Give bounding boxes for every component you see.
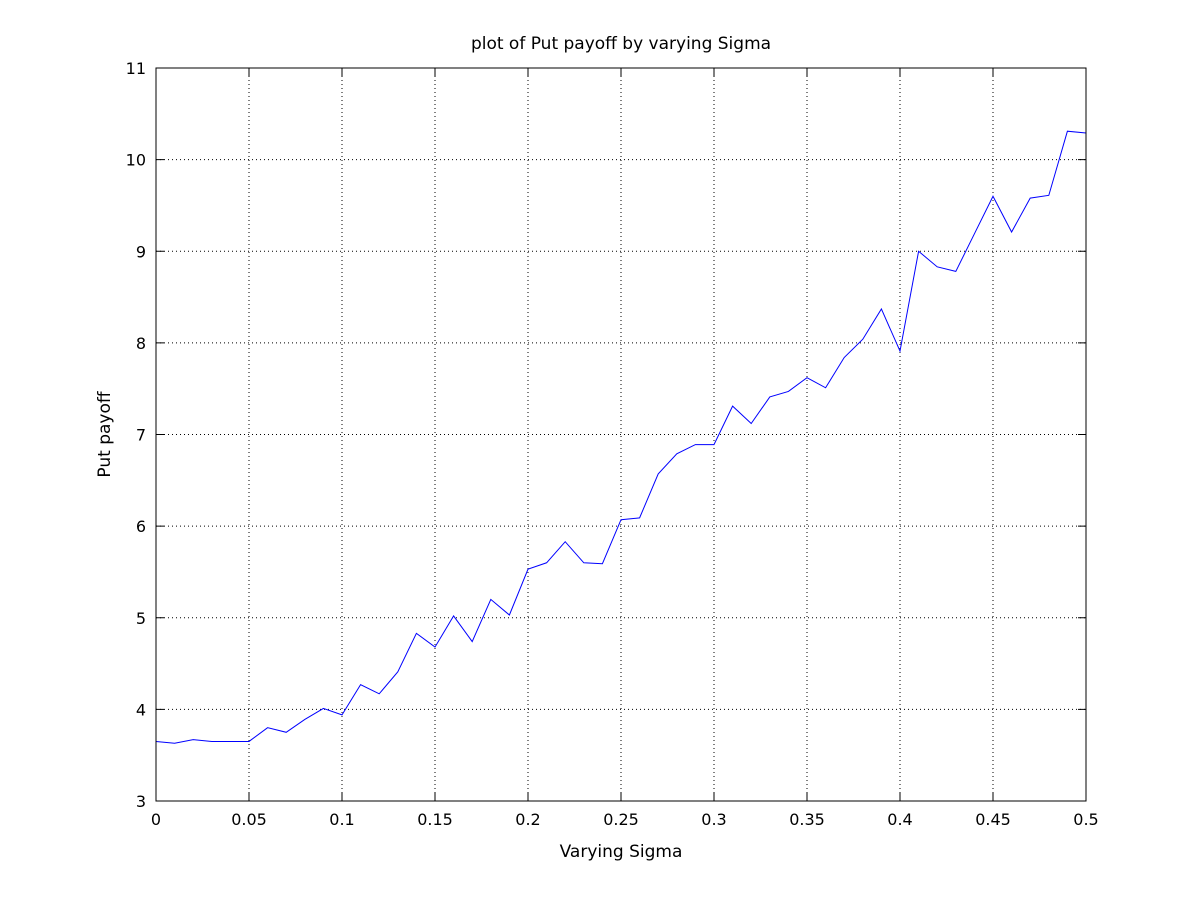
y-tick-label: 6 [136, 517, 146, 536]
x-tick-label: 0.5 [1073, 810, 1098, 829]
x-tick-label: 0.15 [417, 810, 453, 829]
y-axis-title: Put payoff [95, 390, 115, 477]
grid [156, 68, 1086, 801]
x-tick-label: 0.35 [789, 810, 825, 829]
x-tick-label: 0 [151, 810, 161, 829]
tick-labels: 0 0.05 0.1 0.15 0.2 0.25 0.3 0.35 0.4 0.45 0.5 3 4 5 6… [126, 59, 1099, 829]
y-tick-label: 11 [126, 59, 146, 78]
x-tick-label: 0.45 [975, 810, 1011, 829]
x-tick-label: 0.2 [515, 810, 540, 829]
chart-title: plot of Put payoff by varying Sigma [471, 34, 771, 54]
x-axis-title: Varying Sigma [560, 842, 683, 862]
y-tick-label: 7 [136, 426, 146, 445]
x-tick-label: 0.3 [701, 810, 726, 829]
ticks [155, 67, 1087, 802]
series-group [155, 130, 1087, 744]
x-tick-label: 0.05 [231, 810, 267, 829]
x-tick-label: 0.25 [603, 810, 639, 829]
y-tick-label: 4 [136, 700, 146, 719]
y-tick-label: 10 [126, 151, 146, 170]
y-tick-label: 9 [136, 242, 146, 261]
x-tick-label: 0.4 [887, 810, 912, 829]
y-tick-label: 5 [136, 609, 146, 628]
series-line [155, 130, 1087, 744]
y-tick-label: 8 [136, 334, 146, 353]
y-tick-label: 3 [136, 792, 146, 811]
x-tick-label: 0.1 [329, 810, 354, 829]
